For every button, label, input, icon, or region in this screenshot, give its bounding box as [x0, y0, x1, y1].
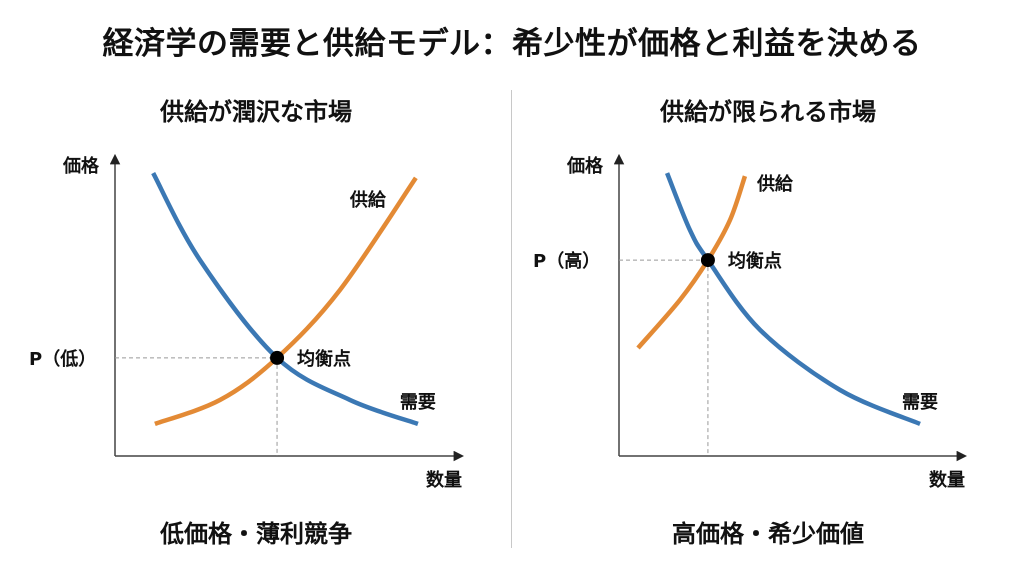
left-supply-curve: [154, 176, 418, 427]
left-panel-title: 供給が潤沢な市場: [160, 98, 352, 126]
left-x-axis-label: 数量: [426, 469, 462, 491]
left-y-axis-label: 価格: [62, 155, 100, 177]
right-equilibrium-point: [700, 253, 715, 268]
right-demand-label: 需要: [902, 392, 938, 413]
left-demand-label: 需要: [400, 392, 436, 413]
right-demand-curve: [665, 172, 921, 426]
page-title: 経済学の需要と供給モデル：希少性が価格と利益を決める: [102, 26, 922, 62]
right-x-axis-label: 数量: [929, 469, 965, 491]
right-supply-label: 供給: [756, 173, 794, 195]
right-y-axis-label: 価格: [566, 155, 604, 177]
left-supply-label: 供給: [349, 189, 387, 211]
right-price-label: P（高）: [533, 250, 600, 272]
left-equilibrium-point: [270, 350, 285, 365]
left-price-label: P（低）: [29, 348, 96, 370]
panel-divider: [511, 90, 512, 548]
right-panel-caption: 高価格・希少価値: [672, 520, 864, 548]
right-equilibrium-label: 均衡点: [728, 250, 782, 272]
right-panel-title: 供給が限られる市場: [660, 98, 876, 126]
left-equilibrium-label: 均衡点: [297, 348, 351, 370]
left-panel-caption: 低価格・薄利競争: [160, 520, 352, 548]
